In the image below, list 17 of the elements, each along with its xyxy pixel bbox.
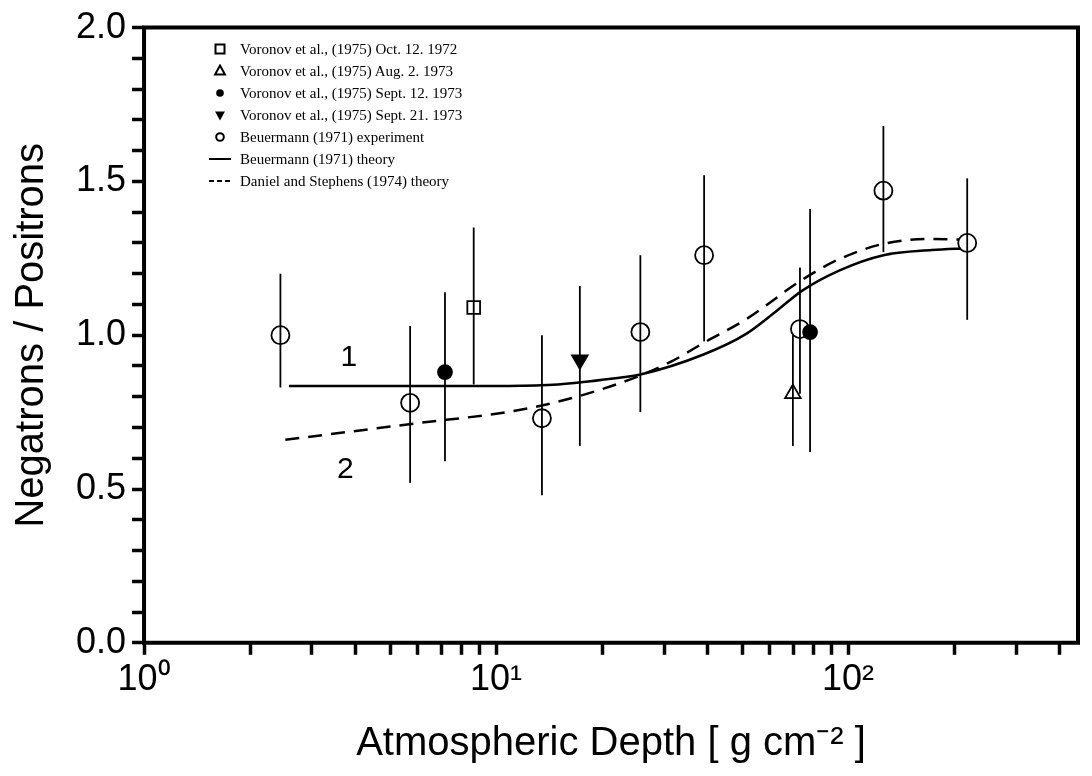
x-tick-label: 10¹ bbox=[470, 657, 523, 699]
legend-label: Voronov et al., (1975) Aug. 2. 1973 bbox=[240, 62, 454, 81]
legend-label: Voronov et al., (1975) Sept. 21. 1973 bbox=[240, 106, 463, 125]
x-axis-title: Atmospheric Depth [ g cm⁻² ] bbox=[356, 719, 866, 764]
y-tick-label: 2.0 bbox=[76, 4, 127, 46]
annotation: 1 bbox=[340, 339, 358, 373]
y-tick-label: 1.0 bbox=[76, 312, 127, 354]
annotation: 2 bbox=[337, 451, 354, 485]
x-tick-label: 10² bbox=[822, 657, 875, 699]
legend-label: Voronov et al., (1975) Sept. 12. 1973 bbox=[240, 84, 463, 103]
legend-label: Beuermann (1971) experiment bbox=[240, 128, 425, 147]
legend-label: Daniel and Stephens (1974) theory bbox=[240, 172, 450, 191]
legend-label: Beuermann (1971) theory bbox=[240, 150, 395, 169]
legend-label: Voronov et al., (1975) Oct. 12. 1972 bbox=[240, 40, 458, 59]
y-tick-label: 0.5 bbox=[76, 465, 127, 507]
y-axis-title: Negatrons / Positrons bbox=[7, 142, 52, 528]
y-tick-label: 1.5 bbox=[76, 158, 127, 200]
